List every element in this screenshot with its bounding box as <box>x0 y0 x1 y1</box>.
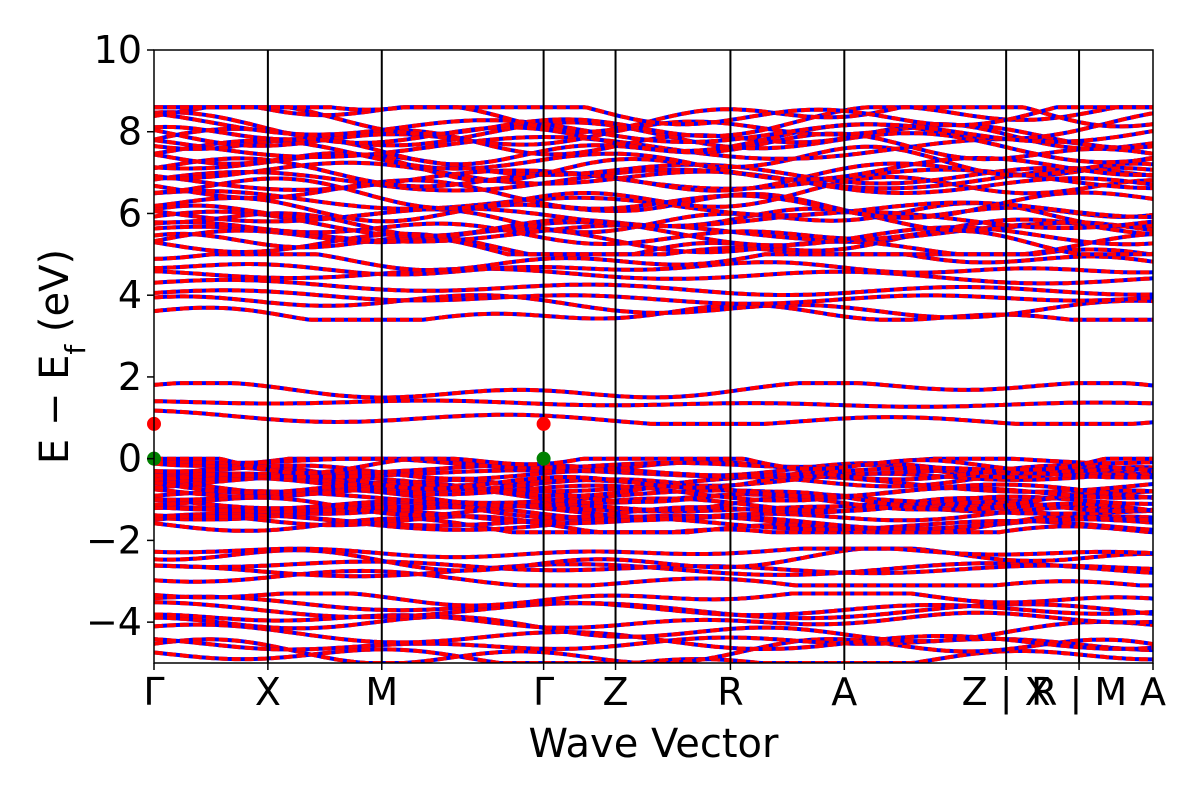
band-line-spin-up <box>154 178 1153 220</box>
band-line-spin-up <box>154 408 1153 426</box>
band-line-spin-up <box>154 160 1153 195</box>
band-line-spin-up <box>154 546 1153 560</box>
x-axis-label: Wave Vector <box>529 721 780 767</box>
band-line-spin-up <box>154 105 1153 134</box>
y-axis-label-unit: (eV) <box>32 249 78 345</box>
band-line-spin-up <box>154 471 1153 500</box>
x-axis-ticks: Γ X M Γ Z R A Z | XR | M A <box>143 663 1166 715</box>
band-line-spin-up <box>154 488 1153 505</box>
bands-layer <box>154 105 1153 663</box>
band-line-spin-up <box>154 252 1153 273</box>
band-line-spin-up <box>154 111 1153 144</box>
band-edge-marker <box>536 451 551 466</box>
band-line-spin-up <box>154 105 1153 128</box>
band-line-spin-up <box>154 622 1153 651</box>
band-line-spin-up <box>154 478 1153 512</box>
y-tick-label: 0 <box>118 437 142 481</box>
band-line-spin-up <box>154 381 1153 400</box>
x-tick-label: A <box>1140 670 1166 714</box>
y-tick-label: 10 <box>94 28 142 72</box>
x-tick-label: Z <box>603 670 629 714</box>
band-line-spin-up <box>154 120 1153 165</box>
band-line-spin-up <box>154 398 1153 409</box>
band-line-spin-up <box>154 462 1153 491</box>
band-line-spin-up <box>154 594 1153 618</box>
y-axis-label: E − Ef (eV) <box>32 249 92 464</box>
x-tick-label: X <box>255 670 281 714</box>
x-tick-label: R <box>717 670 743 714</box>
high-symmetry-lines <box>266 50 1081 663</box>
y-tick-label: 2 <box>118 355 142 399</box>
x-tick-label: R | M <box>1031 670 1127 715</box>
plot-frame <box>153 49 1154 664</box>
x-tick-label: Γ <box>533 670 554 714</box>
band-line-spin-up <box>154 266 1153 286</box>
band-line-spin-up <box>154 456 1153 470</box>
y-tick-label: −2 <box>86 518 142 562</box>
band-line-spin-up <box>154 546 1153 573</box>
band-line-spin-up <box>154 293 1153 320</box>
band-edge-marker <box>536 416 551 431</box>
band-line-spin-up <box>154 591 1153 608</box>
band-line-spin-up <box>154 206 1153 238</box>
band-line-spin-up <box>154 227 1153 257</box>
band-line-spin-up <box>154 110 1153 153</box>
y-tick-label: −4 <box>86 600 142 644</box>
band-line-spin-up <box>154 206 1153 230</box>
band-line-spin-up <box>154 165 1153 193</box>
y-axis-label-main: E − E <box>32 355 78 465</box>
band-line-spin-up <box>154 610 1153 630</box>
band-line-spin-up <box>154 121 1153 157</box>
band-line-spin-up <box>154 456 1153 476</box>
x-tick-label: Γ <box>143 670 164 714</box>
band-line-spin-up <box>154 505 1153 523</box>
x-tick-label: Z | X <box>962 670 1051 715</box>
y-tick-label: 8 <box>118 110 142 154</box>
y-tick-label: 4 <box>118 273 142 317</box>
x-tick-label: A <box>831 670 857 714</box>
band-line-spin-down <box>154 175 1153 211</box>
band-line-spin-up <box>154 288 1153 306</box>
x-tick-label: M <box>365 670 398 714</box>
band-line-spin-up <box>154 637 1153 663</box>
band-line-spin-up <box>154 460 1153 480</box>
band-line-spin-up <box>154 614 1153 644</box>
band-line-spin-up <box>154 568 1153 588</box>
band-line-spin-down <box>154 144 1153 183</box>
y-axis-label-subscript: f <box>59 344 92 355</box>
y-tick-label: 6 <box>118 191 142 235</box>
band-line-spin-up <box>154 119 1153 150</box>
band-line-spin-up <box>154 559 1153 576</box>
band-line-spin-up <box>154 228 1153 257</box>
band-line-spin-up <box>154 260 1153 277</box>
y-axis-ticks: −4 −2 0 2 4 6 8 10 <box>86 28 154 644</box>
band-line-spin-up <box>154 277 1153 297</box>
